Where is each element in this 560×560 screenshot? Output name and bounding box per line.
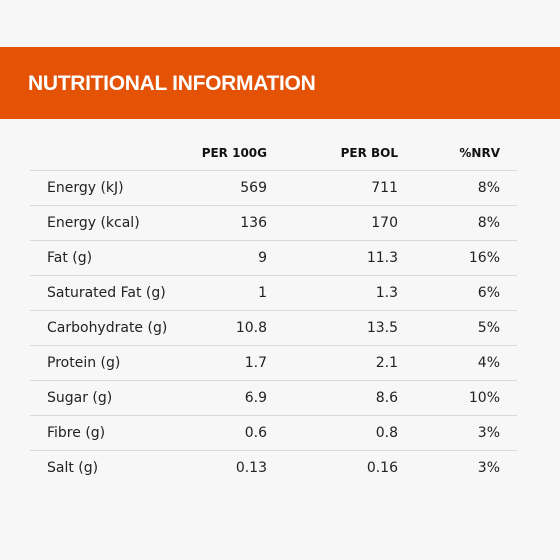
row-value: 1 (258, 285, 267, 301)
row-value: 10% (468, 390, 500, 406)
row-value: 1.7 (244, 355, 267, 371)
row-value: 10.8 (235, 320, 267, 336)
row-value: 0.6 (244, 425, 267, 441)
row-value: 4% (477, 355, 500, 371)
row-value: 569 (240, 180, 267, 196)
row-value: 8.6 (375, 390, 398, 406)
column-header: PER BOL (340, 146, 398, 160)
row-label: Fibre (g) (47, 425, 106, 441)
row-value: 0.16 (366, 460, 398, 476)
row-rule (30, 450, 517, 451)
row-value: 2.1 (375, 355, 398, 371)
row-value: 6% (477, 285, 500, 301)
header-rule (30, 170, 517, 171)
row-label: Protein (g) (47, 355, 121, 371)
row-label: Energy (kcal) (47, 215, 140, 231)
row-rule (30, 415, 517, 416)
row-value: 8% (477, 215, 500, 231)
row-value: 5% (477, 320, 500, 336)
row-value: 3% (477, 425, 500, 441)
row-label: Saturated Fat (g) (47, 285, 166, 301)
column-header: %NRV (459, 146, 500, 160)
row-value: 170 (371, 215, 398, 231)
row-value: 11.3 (366, 250, 398, 266)
row-value: 1.3 (375, 285, 398, 301)
row-label: Energy (kJ) (47, 180, 124, 196)
row-rule (30, 275, 517, 276)
row-label: Fat (g) (47, 250, 93, 266)
header-band: NUTRITIONAL INFORMATION (0, 47, 560, 119)
row-rule (30, 205, 517, 206)
header-title: NUTRITIONAL INFORMATION (28, 72, 316, 95)
row-value: 8% (477, 180, 500, 196)
row-label: Sugar (g) (47, 390, 113, 406)
row-label: Salt (g) (47, 460, 99, 476)
row-rule (30, 310, 517, 311)
row-value: 6.9 (244, 390, 267, 406)
row-rule (30, 345, 517, 346)
row-rule (30, 240, 517, 241)
row-value: 711 (371, 180, 398, 196)
row-value: 16% (468, 250, 500, 266)
row-value: 9 (258, 250, 267, 266)
row-value: 136 (240, 215, 267, 231)
row-label: Carbohydrate (g) (47, 320, 168, 336)
row-rule (30, 380, 517, 381)
row-value: 13.5 (366, 320, 398, 336)
column-header: PER 100G (201, 146, 267, 160)
row-value: 3% (477, 460, 500, 476)
row-value: 0.13 (235, 460, 267, 476)
row-value: 0.8 (375, 425, 398, 441)
